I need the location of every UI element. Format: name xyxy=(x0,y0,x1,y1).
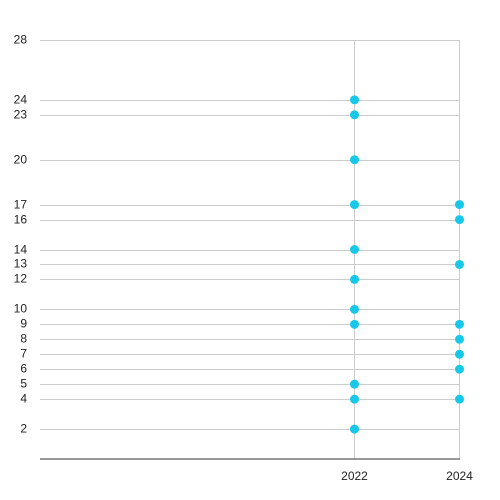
data-points xyxy=(350,95,464,434)
y-tick-label: 5 xyxy=(20,377,27,391)
x-axis-tick-labels: 2022 2024 xyxy=(341,469,473,483)
data-point xyxy=(350,110,359,120)
y-tick-label: 16 xyxy=(14,213,28,227)
y-tick-label: 9 xyxy=(20,317,27,331)
data-point xyxy=(455,394,464,404)
x-tick-label: 2024 xyxy=(446,469,473,483)
data-point xyxy=(350,95,359,105)
x-tick-label: 2022 xyxy=(341,469,368,483)
data-point xyxy=(350,200,359,210)
grid-lines xyxy=(40,40,460,459)
data-point xyxy=(350,304,359,314)
y-tick-label: 23 xyxy=(14,108,28,122)
data-point xyxy=(455,364,464,374)
data-point xyxy=(350,319,359,329)
y-tick-label: 10 xyxy=(14,302,28,316)
data-point xyxy=(455,349,464,359)
data-point xyxy=(350,424,359,434)
y-tick-label: 6 xyxy=(20,362,27,376)
y-tick-label: 12 xyxy=(14,272,28,286)
data-point xyxy=(455,200,464,210)
data-point xyxy=(350,155,359,165)
y-tick-label: 13 xyxy=(14,257,28,271)
y-tick-label: 7 xyxy=(20,347,27,361)
y-tick-label: 8 xyxy=(20,332,27,346)
data-point xyxy=(455,334,464,344)
data-point xyxy=(455,215,464,225)
data-point xyxy=(350,274,359,284)
y-tick-label: 14 xyxy=(14,243,28,257)
data-point xyxy=(455,319,464,329)
data-point xyxy=(350,245,359,254)
data-point xyxy=(350,379,359,389)
y-tick-label: 17 xyxy=(14,198,28,212)
data-point xyxy=(350,394,359,404)
data-point xyxy=(455,259,464,269)
y-tick-label: 4 xyxy=(20,392,27,406)
y-tick-label: 2 xyxy=(20,422,27,436)
y-tick-label: 20 xyxy=(14,153,28,167)
y-tick-label: 28 xyxy=(14,33,28,47)
y-tick-label: 24 xyxy=(14,93,28,107)
